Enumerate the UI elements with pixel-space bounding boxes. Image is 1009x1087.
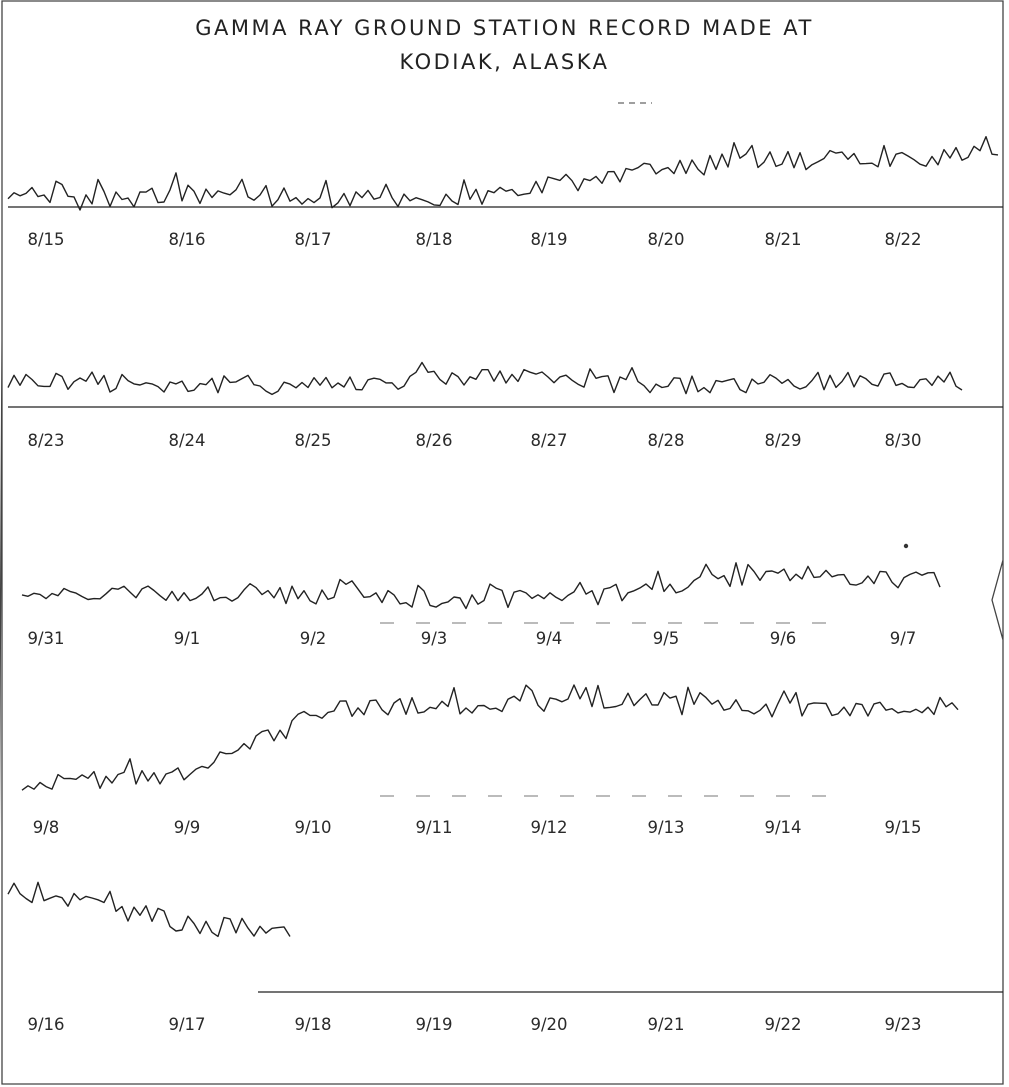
panel-5: 9/16 9/17 9/18 9/19 9/20 9/21 9/22 9/23: [7, 881, 1003, 1034]
chart-title-line2: KODIAK, ALASKA: [399, 50, 610, 74]
record-trace-1: [7, 136, 999, 211]
tick-label-8-25: 8/25: [294, 431, 331, 450]
panels: 8/15 8/16 8/17 8/18 8/19 8/20 8/21 8/22 8/23 8/24…: [7, 136, 1003, 1034]
panel-3: 9/31 9/1 9/2 9/3 9/4 9/5 9/6 9/7: [21, 562, 941, 648]
tick-label-8-19: 8/19: [530, 230, 567, 249]
record-trace-3: [21, 562, 941, 610]
tick-label-8-20: 8/20: [647, 230, 684, 249]
record-trace-4: [21, 684, 959, 791]
tick-label-8-30: 8/30: [884, 431, 921, 450]
tick-label-8-16: 8/16: [168, 230, 205, 249]
tick-label-8-28: 8/28: [647, 431, 684, 450]
tick-label-8-22: 8/22: [884, 230, 921, 249]
tick-label-9-19: 9/19: [415, 1015, 452, 1034]
tick-label-9-1: 9/1: [174, 629, 201, 648]
tick-label-9-11: 9/11: [415, 818, 452, 837]
tick-label-8-26: 8/26: [415, 431, 452, 450]
tick-label-9-18: 9/18: [294, 1015, 331, 1034]
tick-label-9-4: 9/4: [536, 629, 563, 648]
tick-label-8-17: 8/17: [294, 230, 331, 249]
tick-label-9-31: 9/31: [27, 629, 64, 648]
tick-label-9-3: 9/3: [421, 629, 448, 648]
tick-label-9-2: 9/2: [300, 629, 327, 648]
tick-label-8-24: 8/24: [168, 431, 205, 450]
tick-label-9-6: 9/6: [770, 629, 797, 648]
chart-title-line1: GAMMA RAY GROUND STATION RECORD MADE AT: [195, 16, 814, 40]
tick-label-9-8: 9/8: [33, 818, 60, 837]
panel-1: 8/15 8/16 8/17 8/18 8/19 8/20 8/21 8/22: [7, 136, 1003, 249]
tick-label-9-23: 9/23: [884, 1015, 921, 1034]
scan-dot: [903, 543, 909, 549]
tick-label-8-15: 8/15: [27, 230, 64, 249]
tick-label-9-5: 9/5: [653, 629, 680, 648]
tick-label-9-14: 9/14: [764, 818, 801, 837]
tick-label-9-12: 9/12: [530, 818, 567, 837]
panel-2: 8/23 8/24 8/25 8/26 8/27 8/28 8/29 8/30: [7, 361, 1003, 450]
tick-label-9-9: 9/9: [174, 818, 201, 837]
tick-label-9-16: 9/16: [27, 1015, 64, 1034]
tick-label-9-17: 9/17: [168, 1015, 205, 1034]
tick-label-9-7: 9/7: [890, 629, 917, 648]
tick-label-9-10: 9/10: [294, 818, 331, 837]
tick-label-8-18: 8/18: [415, 230, 452, 249]
tick-label-8-21: 8/21: [764, 230, 801, 249]
tick-label-9-13: 9/13: [647, 818, 684, 837]
record-trace-2: [7, 361, 963, 396]
record-trace-5: [7, 881, 291, 938]
tick-label-9-15: 9/15: [884, 818, 921, 837]
tick-label-8-27: 8/27: [530, 431, 567, 450]
tick-label-9-22: 9/22: [764, 1015, 801, 1034]
tick-label-9-20: 9/20: [530, 1015, 567, 1034]
tick-label-8-23: 8/23: [27, 431, 64, 450]
panel-4: 9/8 9/9 9/10 9/11 9/12 9/13 9/14 9/15: [21, 684, 959, 837]
tick-label-8-29: 8/29: [764, 431, 801, 450]
tick-label-9-21: 9/21: [647, 1015, 684, 1034]
